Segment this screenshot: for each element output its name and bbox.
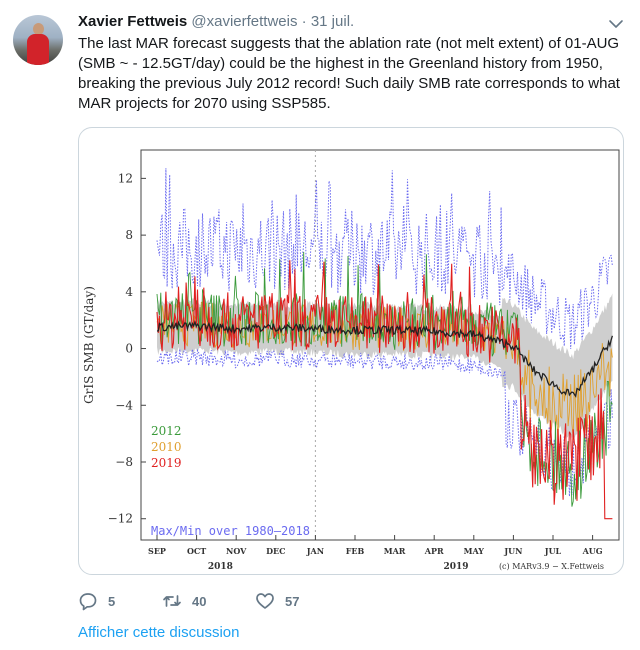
max-envelope — [156, 168, 613, 349]
x-tick-label: MAR — [384, 546, 406, 556]
retweet-button[interactable]: 40 — [162, 590, 206, 612]
reply-icon — [79, 593, 97, 611]
mean-line — [156, 320, 614, 398]
reply-button[interactable]: 5 — [78, 590, 115, 612]
smb-chart: 12 8 4 0 −4 −8 −12 GrIS SMB (GT/day) SEP OCT NOV DE… — [82, 149, 620, 572]
retweet-count: 40 — [192, 593, 207, 609]
y-axis-label: GrIS SMB (GT/day) — [82, 286, 96, 404]
x-tick-label: MAY — [464, 546, 485, 556]
header-separator: · — [301, 13, 307, 30]
x-tick-label: APR — [424, 546, 444, 556]
y-tick-label: −4 — [115, 398, 133, 412]
y-tick-label: 0 — [125, 342, 133, 356]
x-tick-label: FEB — [346, 546, 365, 556]
plot-frame — [140, 149, 620, 541]
legend-2010: 2010 — [151, 440, 182, 454]
author-avatar[interactable] — [13, 15, 63, 65]
year-label-2018: 2018 — [208, 562, 233, 572]
series-2019 — [156, 260, 613, 520]
like-count: 57 — [285, 593, 300, 609]
x-tick-label: JUL — [544, 546, 562, 556]
min-envelope — [156, 347, 613, 497]
series-2010 — [156, 301, 613, 444]
tweet-text: The last MAR forecast suggests that the … — [78, 35, 620, 112]
tweet-media-chart[interactable]: 12 8 4 0 −4 −8 −12 GrIS SMB (GT/day) SEP OCT NOV DE… — [78, 127, 624, 575]
y-tick-label: 8 — [125, 228, 133, 242]
x-tick-label: JUN — [503, 546, 522, 556]
x-tick-label: AUG — [582, 546, 603, 556]
author-handle[interactable]: @xavierfettweis — [191, 13, 298, 30]
heart-icon — [256, 593, 274, 609]
x-tick-label: SEP — [148, 546, 166, 556]
x-tick-label: NOV — [226, 546, 247, 556]
chart-credit: (c) MARv3.9 − X.Fettweis — [499, 562, 604, 571]
tweet-header: Xavier Fettweis @xavierfettweis · 31 jui… — [78, 12, 354, 32]
x-tick-label: DEC — [266, 546, 285, 556]
y-tick-label: 4 — [125, 285, 133, 299]
x-tick-label: OCT — [187, 546, 206, 556]
retweet-icon — [163, 595, 181, 607]
tweet-actions: 5 40 57 — [78, 590, 378, 612]
max-min-label: Max/Min over 1980–2018 — [151, 524, 310, 538]
like-button[interactable]: 57 — [255, 590, 299, 612]
legend-2019: 2019 — [151, 456, 182, 470]
y-tick-label: −12 — [108, 512, 133, 526]
chevron-down-icon[interactable] — [608, 16, 624, 32]
y-tick-label: −8 — [115, 455, 133, 469]
legend-2012: 2012 — [151, 424, 182, 438]
tweet-date[interactable]: 31 juil. — [310, 13, 355, 30]
author-name[interactable]: Xavier Fettweis — [78, 13, 188, 30]
show-thread-link[interactable]: Afficher cette discussion — [78, 624, 240, 641]
year-label-2019: 2019 — [443, 562, 468, 572]
x-tick-label: JAN — [306, 546, 324, 556]
reply-count: 5 — [108, 593, 116, 609]
y-tick-label: 12 — [118, 171, 133, 185]
